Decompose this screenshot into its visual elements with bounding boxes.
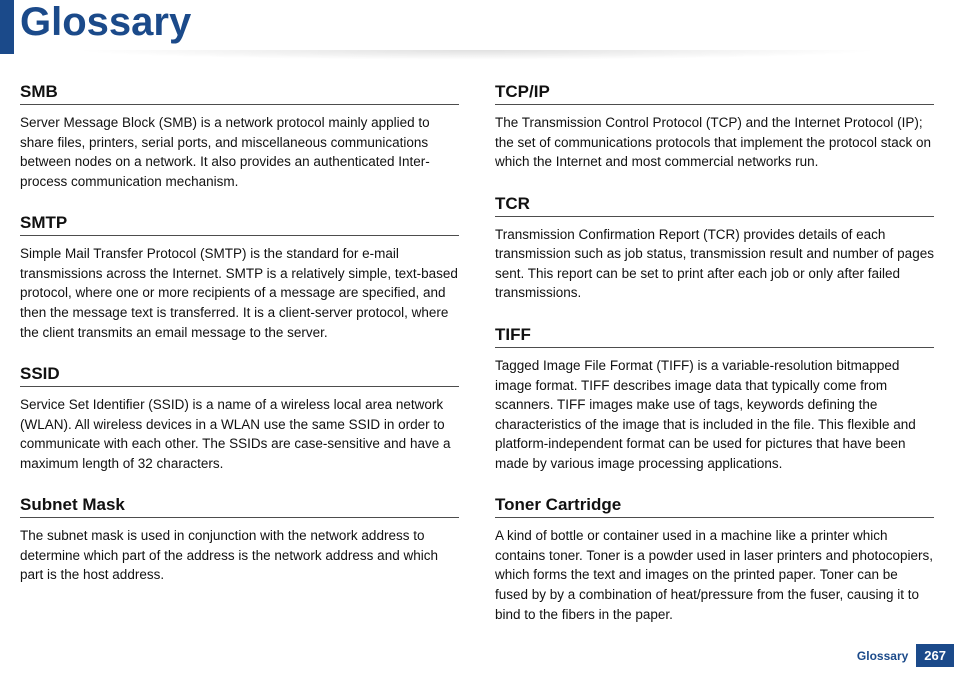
glossary-entry: TCP/IP The Transmission Control Protocol… [495, 82, 934, 172]
page-title: Glossary [20, 0, 191, 54]
glossary-definition: Service Set Identifier (SSID) is a name … [20, 395, 459, 473]
glossary-definition: Simple Mail Transfer Protocol (SMTP) is … [20, 244, 459, 342]
glossary-entry: Toner Cartridge A kind of bottle or cont… [495, 495, 934, 624]
glossary-entry: Subnet Mask The subnet mask is used in c… [20, 495, 459, 585]
footer-page-number: 267 [916, 644, 954, 667]
right-column: TCP/IP The Transmission Control Protocol… [495, 82, 934, 646]
title-accent-bar [0, 0, 14, 54]
glossary-term: TCR [495, 194, 934, 217]
glossary-term: TCP/IP [495, 82, 934, 105]
glossary-definition: The subnet mask is used in conjunction w… [20, 526, 459, 585]
page-footer: Glossary 267 [857, 644, 954, 667]
glossary-term: SSID [20, 364, 459, 387]
glossary-definition: Transmission Confirmation Report (TCR) p… [495, 225, 934, 303]
glossary-term: Toner Cartridge [495, 495, 934, 518]
glossary-entry: SMB Server Message Block (SMB) is a netw… [20, 82, 459, 191]
glossary-term: TIFF [495, 325, 934, 348]
glossary-definition: A kind of bottle or container used in a … [495, 526, 934, 624]
glossary-entry: SSID Service Set Identifier (SSID) is a … [20, 364, 459, 473]
glossary-definition: Server Message Block (SMB) is a network … [20, 113, 459, 191]
glossary-entry: SMTP Simple Mail Transfer Protocol (SMTP… [20, 213, 459, 342]
glossary-definition: Tagged Image File Format (TIFF) is a var… [495, 356, 934, 473]
title-bar: Glossary [0, 0, 954, 54]
glossary-term: Subnet Mask [20, 495, 459, 518]
content-columns: SMB Server Message Block (SMB) is a netw… [0, 54, 954, 646]
glossary-definition: The Transmission Control Protocol (TCP) … [495, 113, 934, 172]
footer-section-label: Glossary [857, 649, 908, 663]
glossary-entry: TCR Transmission Confirmation Report (TC… [495, 194, 934, 303]
left-column: SMB Server Message Block (SMB) is a netw… [20, 82, 459, 646]
glossary-entry: TIFF Tagged Image File Format (TIFF) is … [495, 325, 934, 473]
glossary-term: SMTP [20, 213, 459, 236]
glossary-term: SMB [20, 82, 459, 105]
